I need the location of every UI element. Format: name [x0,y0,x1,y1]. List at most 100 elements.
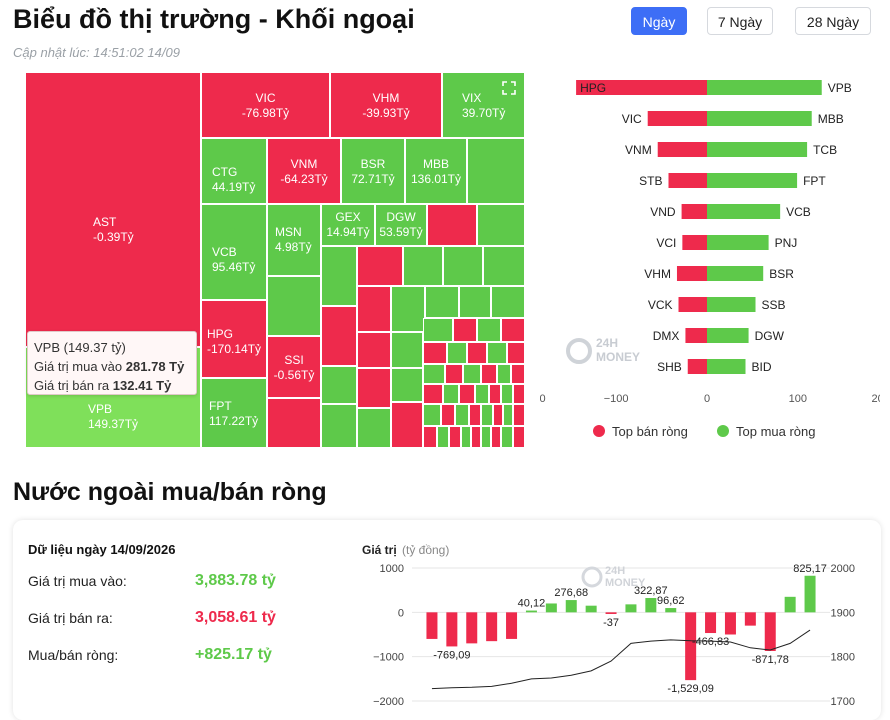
treemap-tile[interactable] [487,342,507,364]
treemap-tile[interactable] [449,426,461,448]
period-7day-button[interactable]: 7 Ngày [707,7,773,35]
treemap-tile[interactable] [437,426,449,448]
treemap-tile[interactable] [321,366,357,404]
treemap-tile[interactable] [427,204,477,246]
treemap-tile-MSN[interactable]: MSN 4.98Tỷ [267,204,321,276]
treemap-tile[interactable] [493,404,503,426]
tile-code: VIC [255,91,276,105]
period-day-button[interactable]: Ngày [631,7,687,35]
sell-bar [685,328,707,343]
treemap-tile[interactable] [477,204,525,246]
expand-icon[interactable] [502,81,516,95]
treemap-tile[interactable] [477,318,501,342]
treemap-tile[interactable] [357,286,391,332]
treemap-tile[interactable] [321,404,357,448]
buy-value-label: Giá trị mua vào: [28,573,127,589]
treemap-tile[interactable] [511,364,525,384]
treemap-tile[interactable] [423,426,437,448]
sell-value-label: Giá trị bán ra: [28,610,113,626]
treemap-tile[interactable] [491,286,525,318]
treemap-tile[interactable] [507,342,525,364]
treemap-tile[interactable] [501,426,513,448]
treemap-tile-GEX[interactable]: GEX 14.94Tỷ [321,204,375,246]
treemap-tile[interactable] [443,384,459,404]
treemap-tile[interactable] [321,306,357,366]
treemap-tile-SSI[interactable]: SSI -0.56Tỷ [267,336,321,398]
treemap-tile-BSR[interactable]: BSR 72.71Tỷ [341,138,405,204]
period-28day-button[interactable]: 28 Ngày [795,7,871,35]
treemap-tile[interactable] [489,384,501,404]
watermark-text: 24H [605,565,625,577]
treemap-tile[interactable] [443,246,483,286]
treemap-tile[interactable] [481,426,491,448]
treemap-tile[interactable] [357,408,391,448]
treemap-tile[interactable] [459,384,475,404]
treemap-tile[interactable] [423,318,453,342]
treemap-tile[interactable] [267,276,321,336]
treemap-tile-VHM[interactable]: VHM -39.93Tỷ [330,72,442,138]
treemap-tile[interactable] [357,246,403,286]
treemap-tile[interactable] [481,404,493,426]
buy-bar [707,142,808,157]
treemap-tile[interactable] [501,384,513,404]
tile-code: VHM [372,91,400,105]
tooltip-sell-row: Giá trị bán ra 132.41 Tỷ [34,376,190,395]
treemap-tile-AST[interactable]: AST -0.39Tỷ [25,72,201,347]
treemap-tile[interactable] [475,384,489,404]
treemap-tile[interactable] [445,364,463,384]
treemap-tile[interactable] [497,364,511,384]
treemap-tile[interactable] [357,332,391,368]
treemap-tile[interactable] [459,286,491,318]
treemap-tile[interactable] [447,342,467,364]
sell-bar [657,142,707,157]
treemap-tile[interactable] [467,342,487,364]
treemap-tile[interactable] [455,404,469,426]
treemap-tile[interactable] [453,318,477,342]
treemap-tile[interactable] [483,246,525,286]
treemap-tile[interactable] [513,384,525,404]
tile-code: FPT [209,399,232,413]
buy-bar [707,328,749,343]
net-value-label: Mua/bán ròng: [28,647,119,663]
treemap-tile-FPT[interactable]: FPT 117.22Tỷ [201,378,267,448]
treemap-tile[interactable] [321,246,357,306]
treemap-tile[interactable] [491,426,501,448]
x-tick-label: −200 [540,393,546,405]
treemap-tile[interactable] [503,404,513,426]
treemap-tile[interactable] [471,426,481,448]
treemap-tile[interactable] [391,368,423,402]
treemap-tile-DGW[interactable]: DGW 53.59Tỷ [375,204,427,246]
treemap-tile[interactable] [441,404,455,426]
treemap-tile-VCB[interactable]: VCB 95.46Tỷ [201,204,267,300]
treemap-tile[interactable] [501,318,525,342]
treemap-tile[interactable] [481,364,497,384]
treemap-tile[interactable] [463,364,481,384]
treemap-tile[interactable] [461,426,471,448]
treemap-tile[interactable] [423,364,445,384]
treemap-tile[interactable] [403,246,443,286]
buy-bar [707,173,798,188]
treemap-tile[interactable] [423,404,441,426]
treemap-tile-MBB[interactable]: MBB 136.01Tỷ [405,138,467,204]
treemap-tile-CTG[interactable]: CTG 44.19Tỷ [201,138,267,204]
treemap-tile[interactable] [357,368,391,408]
treemap-tile-VIC[interactable]: VIC -76.98Tỷ [201,72,330,138]
treemap-tile[interactable] [467,138,525,204]
treemap-tile[interactable] [513,426,525,448]
treemap-tile[interactable] [423,342,447,364]
sell-code-label: STB [639,174,662,188]
sell-bar [676,266,707,281]
treemap-tile[interactable] [513,404,525,426]
treemap-tile[interactable] [267,398,321,448]
treemap-tile[interactable] [423,384,443,404]
treemap-tile-VNM[interactable]: VNM -64.23Tỷ [267,138,341,204]
sell-code-label: VCK [648,298,673,312]
sell-code-label: SHB [657,360,682,374]
treemap-tile[interactable] [391,402,423,448]
treemap-tile[interactable] [391,286,425,332]
treemap-tile-HPG[interactable]: HPG -170.14Tỷ [201,300,267,378]
treemap-tile[interactable] [469,404,481,426]
treemap-tile[interactable] [391,332,423,368]
treemap-tile-VIX[interactable]: VIX 39.70Tỷ [442,72,525,138]
treemap-tile[interactable] [425,286,459,318]
